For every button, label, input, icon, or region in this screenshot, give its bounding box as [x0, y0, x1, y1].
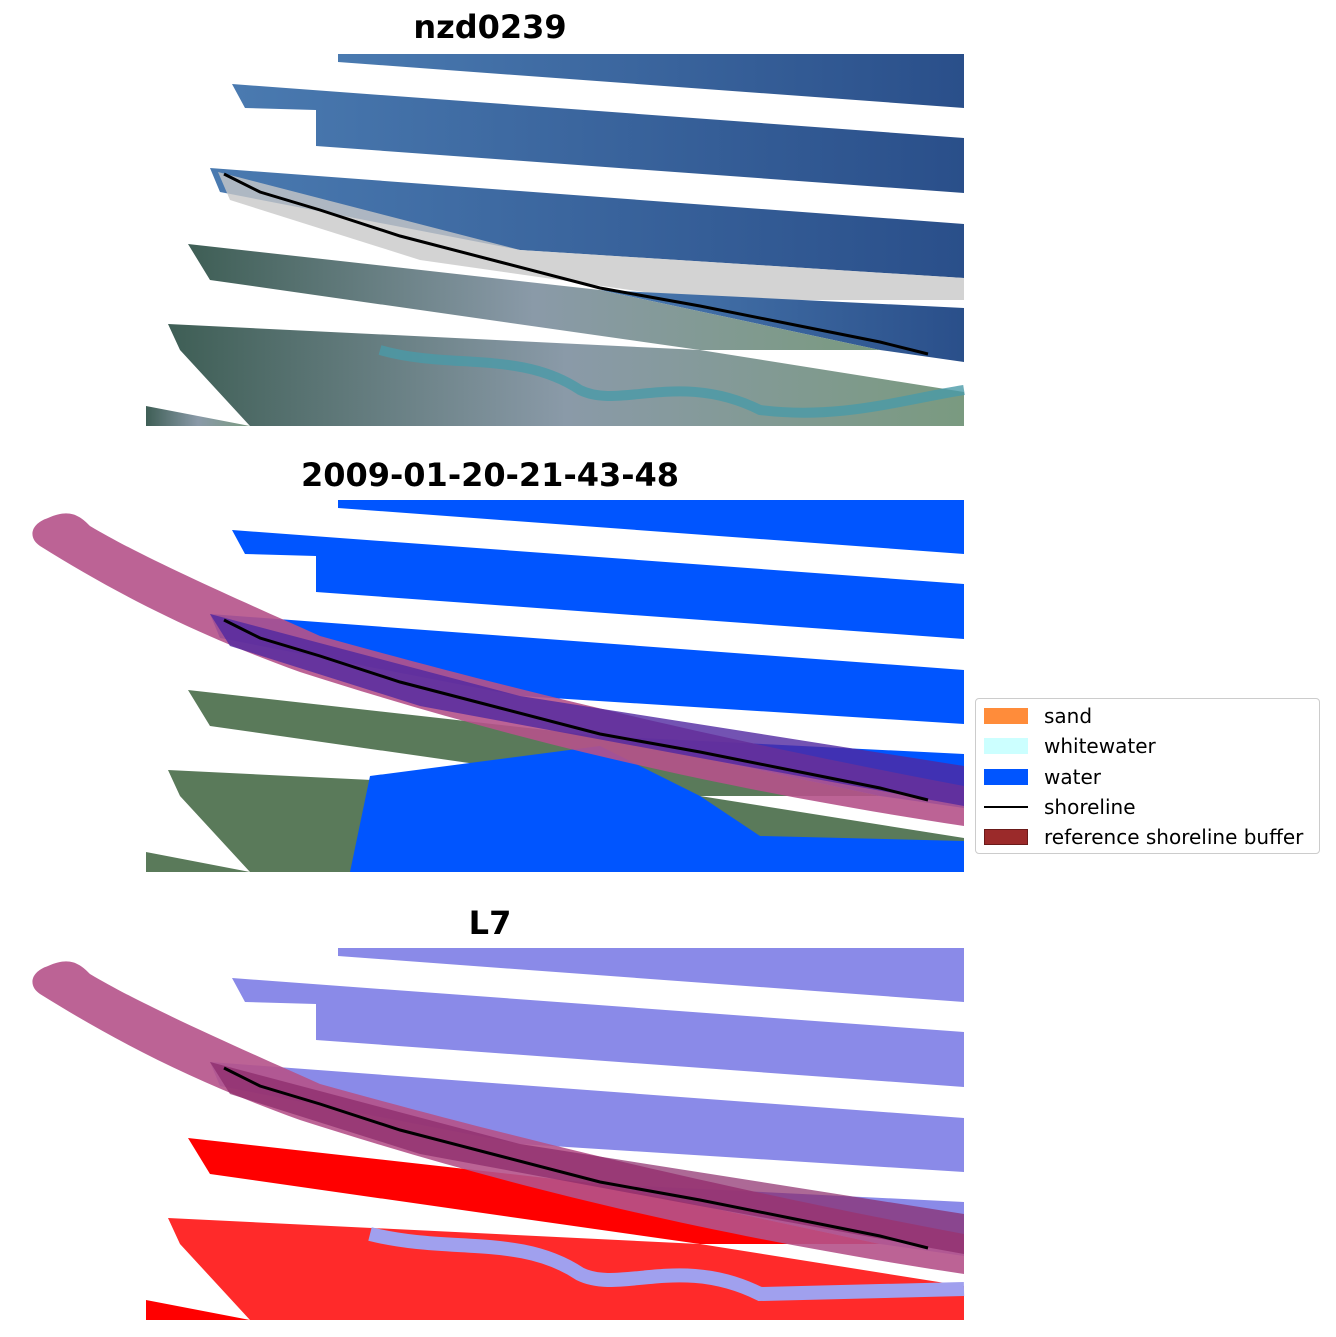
legend-item-reference-shoreline-buffer: reference shoreline buffer [984, 825, 1303, 849]
index-land-3 [146, 1300, 250, 1320]
sea-stripe-3 [210, 168, 964, 278]
water-stripe-1 [338, 500, 964, 554]
legend-item-whitewater: whitewater [984, 734, 1156, 758]
sea-stripe-1 [338, 54, 964, 108]
legend-label: reference shoreline buffer [1044, 825, 1304, 849]
legend-item-water: water [984, 765, 1101, 789]
water-swatch [984, 769, 1028, 785]
legend-item-shoreline: shoreline [984, 795, 1136, 819]
legend-label: shoreline [1044, 795, 1136, 819]
buffer-swatch [984, 829, 1028, 845]
legend-label: whitewater [1044, 734, 1156, 758]
land-stripe-3 [146, 406, 250, 426]
legend-item-sand: sand [984, 704, 1092, 728]
river [378, 345, 965, 418]
index-image [32, 948, 965, 1320]
legend: sand whitewater water shoreline referenc… [975, 698, 1320, 854]
shoreline-line-swatch [984, 806, 1028, 808]
buffer-overlap-water [210, 614, 964, 806]
sea-stripe-2 [232, 84, 964, 193]
shoreline-line [223, 172, 929, 356]
panel-title-index: L7 [468, 904, 512, 942]
classified-river-water [350, 746, 964, 872]
water-stripe-2 [232, 530, 964, 639]
land-stripe-3 [146, 852, 250, 872]
index-stripe-2 [232, 978, 964, 1087]
panel-title-rgb: nzd0239 [413, 8, 567, 46]
sea-stripe-4 [600, 290, 964, 362]
panel-title-classified: 2009-01-20-21-43-48 [300, 456, 680, 494]
index-stripe-1 [338, 948, 964, 1002]
land-stripe-1 [188, 244, 880, 350]
buffer-overlap [210, 1062, 964, 1254]
rgb-satellite-image [146, 54, 965, 426]
water-stripe-3 [210, 614, 964, 724]
shoreline-line [223, 618, 929, 802]
classified-image [32, 500, 964, 872]
legend-label: water [1044, 765, 1101, 789]
shoreline-line [223, 1066, 929, 1250]
land-stripe-2 [168, 324, 964, 426]
legend-label: sand [1044, 704, 1093, 728]
beach-sand [218, 172, 964, 300]
sand-swatch [984, 708, 1028, 724]
index-river [368, 1227, 965, 1302]
index-stripe-3 [210, 1062, 964, 1172]
whitewater-swatch [984, 738, 1028, 754]
